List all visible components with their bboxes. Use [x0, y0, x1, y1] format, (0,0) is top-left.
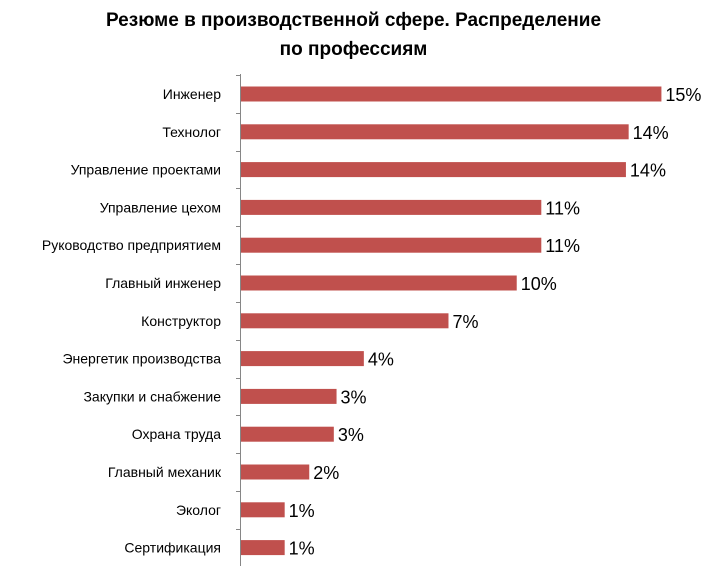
bar-4: [241, 199, 542, 215]
data-label: 1%: [289, 501, 315, 521]
data-label: 3%: [341, 387, 367, 407]
bar-3: [241, 162, 626, 178]
data-label: 10%: [521, 274, 557, 294]
category-label: Охрана труда: [132, 426, 221, 442]
data-label: 14%: [630, 161, 666, 181]
bar-2: [241, 124, 629, 140]
chart-title-line-1: Резюме в производственной сфере. Распред…: [105, 10, 602, 31]
category-label: Сертификация: [124, 540, 221, 556]
data-label: 15%: [665, 85, 701, 105]
category-label: Управление цехом: [100, 199, 221, 215]
data-label: 4%: [368, 350, 394, 370]
category-label: Конструктор: [141, 313, 221, 329]
category-label: Главный инженер: [105, 275, 221, 291]
bar-12: [241, 502, 285, 518]
bar-5: [241, 237, 542, 253]
bar-13: [241, 540, 285, 556]
data-label: 7%: [452, 312, 478, 332]
bar-11: [241, 464, 310, 480]
category-label: Закупки и снабжение: [83, 388, 221, 404]
bar-9: [241, 388, 337, 404]
bar-8: [241, 351, 364, 367]
category-label: Руководство предприятием: [42, 237, 221, 253]
data-label: 11%: [545, 236, 580, 256]
category-label: Эколог: [176, 502, 221, 518]
chart-title: Резюме в производственной сфере. Распред…: [0, 6, 707, 64]
category-label: Главный механик: [108, 464, 222, 480]
category-label: Инженер: [163, 86, 221, 102]
bar-7: [241, 313, 449, 329]
data-label: 14%: [633, 123, 669, 143]
data-label: 1%: [289, 539, 315, 559]
category-label: Энергетик производства: [62, 351, 221, 367]
bar-10: [241, 426, 334, 442]
data-label: 11%: [545, 198, 580, 218]
bar-6: [241, 275, 517, 291]
category-label: Управление проектами: [71, 162, 221, 178]
data-label: 2%: [313, 463, 339, 483]
data-label: 3%: [338, 425, 364, 445]
chart-title-line-2: по профессиям: [279, 39, 428, 60]
category-label: Технолог: [162, 124, 221, 140]
bar-1: [241, 86, 662, 102]
